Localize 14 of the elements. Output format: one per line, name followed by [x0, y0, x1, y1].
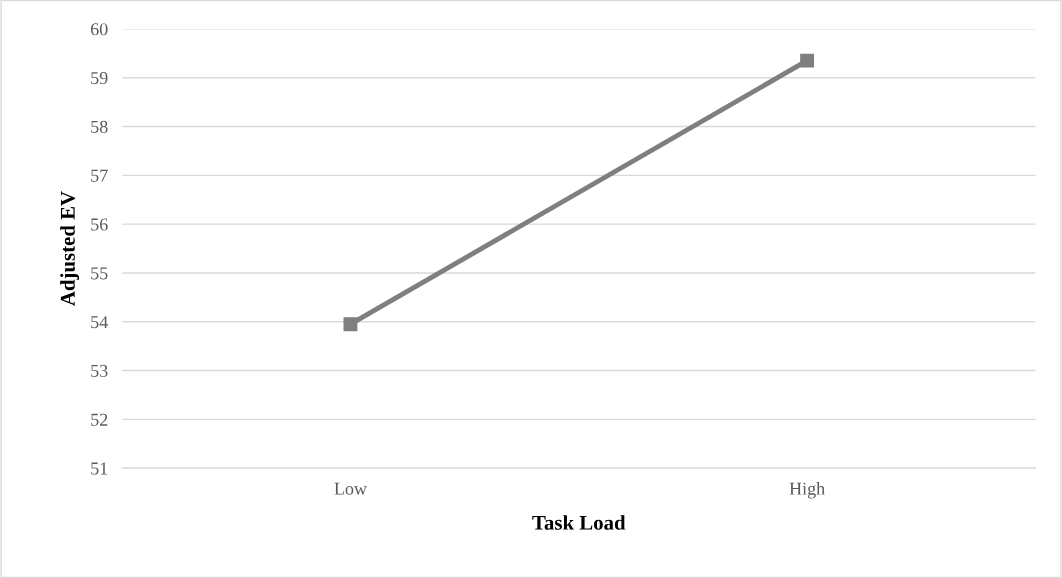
y-tick-label: 55: [91, 267, 108, 280]
y-tick-label: 56: [91, 218, 108, 231]
y-tick-label: 58: [91, 120, 108, 133]
y-axis-title: Adjusted EV: [60, 191, 80, 306]
y-tick-label: 60: [90, 23, 108, 36]
y-tick-label: 51: [91, 462, 108, 475]
y-tick-label: 52: [91, 413, 108, 426]
x-axis-title: Task Load: [532, 515, 626, 530]
y-tick-label: 57: [91, 169, 108, 182]
x-tick-label: Low: [334, 482, 367, 495]
y-tick-label: 59: [91, 72, 108, 85]
y-tick-label: 54: [91, 316, 108, 329]
x-tick-label: High: [789, 482, 825, 499]
y-tick-label: 53: [91, 364, 108, 377]
